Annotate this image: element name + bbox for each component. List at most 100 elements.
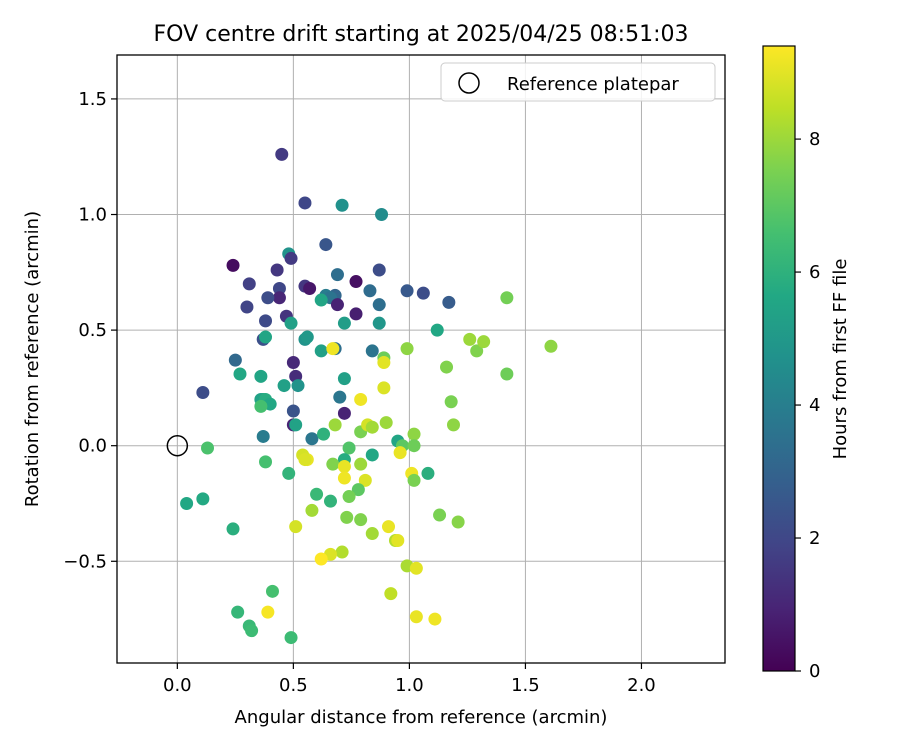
data-point xyxy=(284,631,298,645)
plot-frame xyxy=(116,54,726,664)
colorbar-tick-label: 2 xyxy=(809,528,820,549)
data-point xyxy=(375,208,389,222)
data-point xyxy=(256,429,270,443)
data-point xyxy=(358,473,372,487)
data-point xyxy=(330,268,344,282)
x-tick-label: 1.5 xyxy=(511,675,540,696)
y-axis-label: Rotation from reference (arcmin) xyxy=(22,211,43,507)
data-point xyxy=(261,605,275,619)
colorbar-gradient xyxy=(762,45,796,672)
data-point xyxy=(444,395,458,409)
data-point xyxy=(272,281,286,295)
data-point xyxy=(354,513,368,527)
x-tick-label: 0.0 xyxy=(163,675,192,696)
x-tick-label: 0.5 xyxy=(279,675,308,696)
colorbar-ticks: 0 2 4 6 8 xyxy=(795,129,820,682)
data-point xyxy=(365,420,379,434)
data-point xyxy=(430,323,444,337)
data-point xyxy=(228,353,242,367)
colorbar-tick-label: 6 xyxy=(809,262,820,283)
data-point xyxy=(409,561,423,575)
data-point xyxy=(407,439,421,453)
data-point xyxy=(303,281,317,295)
data-point xyxy=(335,198,349,212)
data-point xyxy=(323,494,337,508)
data-point xyxy=(384,587,398,601)
data-point xyxy=(440,360,454,374)
data-point xyxy=(314,293,328,307)
data-point xyxy=(342,490,356,504)
data-point xyxy=(409,610,423,624)
colorbar-tick-label: 0 xyxy=(809,661,820,682)
data-point xyxy=(226,522,240,536)
data-point xyxy=(477,335,491,349)
legend-box xyxy=(440,62,716,102)
colorbar: 0 2 4 6 8 Hours from first FF file xyxy=(762,45,851,682)
data-point xyxy=(265,584,279,598)
data-point xyxy=(463,332,477,346)
data-point xyxy=(400,342,414,356)
data-point xyxy=(342,441,356,455)
data-point xyxy=(365,344,379,358)
data-point xyxy=(365,448,379,462)
data-point xyxy=(337,372,351,386)
data-point xyxy=(289,520,303,534)
data-point xyxy=(333,390,347,404)
legend-marker xyxy=(458,72,480,94)
data-point xyxy=(259,314,273,328)
data-point xyxy=(298,196,312,210)
y-tick-label: 1.5 xyxy=(78,89,107,110)
data-point xyxy=(259,455,273,469)
data-point xyxy=(284,251,298,265)
data-point xyxy=(314,552,328,566)
y-tick-label: 0.0 xyxy=(78,436,107,457)
data-point xyxy=(275,147,289,161)
data-point xyxy=(196,386,210,400)
data-point xyxy=(330,298,344,312)
data-point xyxy=(500,291,514,305)
data-point xyxy=(180,496,194,510)
data-point xyxy=(500,367,514,381)
data-point xyxy=(272,291,286,305)
data-point xyxy=(233,367,247,381)
data-point xyxy=(400,284,414,298)
data-point xyxy=(354,392,368,406)
data-point xyxy=(317,427,331,441)
data-point xyxy=(421,466,435,480)
data-point xyxy=(298,453,312,467)
data-point xyxy=(335,545,349,559)
data-point xyxy=(451,515,465,529)
data-point xyxy=(305,503,319,517)
data-point xyxy=(337,316,351,330)
data-point xyxy=(470,344,484,358)
data-point xyxy=(254,369,268,383)
data-point xyxy=(240,300,254,314)
data-point xyxy=(337,471,351,485)
data-point xyxy=(326,457,340,471)
data-point xyxy=(416,286,430,300)
data-point xyxy=(391,533,405,547)
data-point xyxy=(310,487,324,501)
data-point xyxy=(314,344,328,358)
data-point xyxy=(340,510,354,524)
data-point xyxy=(289,418,303,432)
data-point xyxy=(231,605,245,619)
x-axis-label: Angular distance from reference (arcmin) xyxy=(235,707,608,728)
data-point xyxy=(393,446,407,460)
data-point xyxy=(446,418,460,432)
data-point xyxy=(328,418,342,432)
chart-title: FOV centre drift starting at 2025/04/25 … xyxy=(154,22,689,47)
data-points xyxy=(180,147,558,645)
data-point xyxy=(319,238,333,252)
data-point xyxy=(242,277,256,291)
data-point xyxy=(363,284,377,298)
colorbar-tick-label: 4 xyxy=(809,395,820,416)
data-point xyxy=(284,316,298,330)
data-point xyxy=(282,466,296,480)
data-point xyxy=(245,624,259,638)
data-point xyxy=(291,379,305,393)
data-point xyxy=(305,432,319,446)
data-point xyxy=(354,457,368,471)
data-point xyxy=(270,263,284,277)
y-axis-ticks: −0.5 0.0 0.5 1.0 1.5 xyxy=(63,89,117,572)
